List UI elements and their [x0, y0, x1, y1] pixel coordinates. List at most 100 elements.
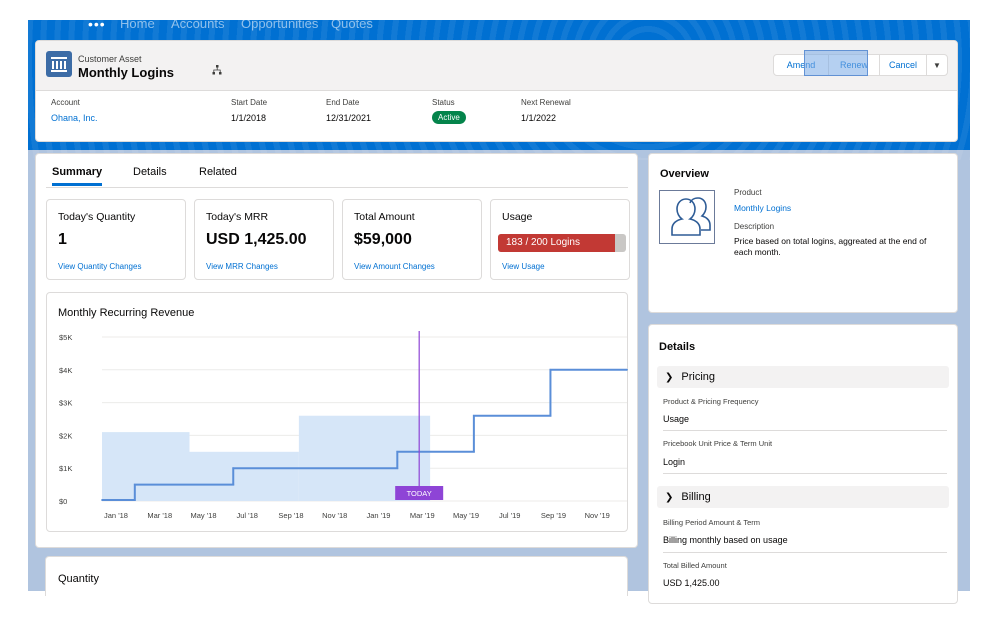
- billing-section-toggle[interactable]: ❯ Billing: [657, 486, 949, 508]
- x-tick-label: Jan '18: [104, 511, 128, 520]
- data-point: [232, 483, 235, 486]
- stat-label: Usage: [502, 211, 533, 223]
- record-header: Customer Asset Monthly Logins Amend Rene…: [35, 40, 958, 142]
- usage-value: 183 / 200 Logins: [506, 237, 580, 248]
- overview-title: Overview: [660, 168, 709, 180]
- nav-tab-opportunities[interactable]: Opportunities: [241, 16, 319, 31]
- usage-progress-bar: 183 / 200 Logins: [498, 234, 626, 252]
- next-renewal-value: 1/1/2022: [521, 113, 557, 123]
- account-label: Account: [51, 98, 80, 107]
- y-tick-label: $0: [59, 497, 67, 506]
- next-renewal-field: Next Renewal 1/1/2022: [521, 98, 571, 123]
- hierarchy-icon[interactable]: [212, 65, 222, 78]
- view-usage-link[interactable]: View Usage: [502, 262, 545, 271]
- more-actions-button[interactable]: ▼: [926, 54, 948, 76]
- billing-period-label: Billing Period Amount & Term: [663, 518, 760, 527]
- x-tick-label: Mar '19: [410, 511, 435, 520]
- stat-label: Today's MRR: [206, 211, 269, 223]
- quantity-card: Quantity: [45, 556, 628, 596]
- mrr-chart: $0 $1K $2K $3K $4K $5K Jan '18 Mar '18 May '18 Ju…: [59, 331, 628, 520]
- overview-card: Overview Product Monthly Logins Descript…: [648, 153, 958, 313]
- status-label: Status: [432, 98, 455, 107]
- view-quantity-changes-link[interactable]: View Quantity Changes: [58, 262, 142, 271]
- data-point: [549, 414, 552, 417]
- x-tick-label: Sep '18: [278, 511, 303, 520]
- shaded-band: [102, 432, 190, 501]
- unit-price-label: Pricebook Unit Price & Term Unit: [663, 439, 773, 448]
- today-badge: [395, 486, 444, 500]
- x-tick-label: Jul '18: [237, 511, 258, 520]
- tab-details[interactable]: Details: [133, 166, 167, 178]
- stat-card-quantity: Today's Quantity 1 View Quantity Changes: [46, 199, 186, 280]
- mrr-chart-card: Monthly Recurring Revenue $0 $1K $2K $3K $4K…: [46, 292, 628, 532]
- view-amount-changes-link[interactable]: View Amount Changes: [354, 262, 435, 271]
- data-point: [626, 368, 628, 371]
- y-tick-label: $4K: [59, 366, 72, 375]
- description-value: Price based on total logins, aggreated a…: [734, 236, 927, 257]
- object-type-label: Customer Asset: [78, 54, 142, 64]
- data-point: [549, 368, 552, 371]
- stat-card-mrr: Today's MRR USD 1,425.00 View MRR Change…: [194, 199, 334, 280]
- tab-related[interactable]: Related: [199, 166, 237, 178]
- chevron-right-icon: ❯: [665, 491, 674, 503]
- app-launcher-icon[interactable]: •••: [88, 16, 106, 32]
- description-label: Description: [734, 222, 775, 231]
- view-mrr-changes-link[interactable]: View MRR Changes: [206, 262, 278, 271]
- billing-period-value: Billing monthly based on usage: [663, 535, 788, 545]
- end-date-value: 12/31/2021: [326, 113, 372, 123]
- divider: [663, 552, 947, 553]
- total-billed-value: USD 1,425.00: [663, 578, 720, 588]
- end-date-field: End Date 12/31/2021: [326, 98, 371, 123]
- x-tick-label: Mar '18: [147, 511, 172, 520]
- data-point: [133, 483, 136, 486]
- usage-progress-fill: [498, 234, 616, 252]
- nav-tab-quotes[interactable]: Quotes: [331, 16, 373, 31]
- stat-label: Total Amount: [354, 211, 415, 223]
- pricing-section-toggle[interactable]: ❯ Pricing: [657, 366, 949, 388]
- chart-title: Monthly Recurring Revenue: [58, 307, 195, 319]
- product-link[interactable]: Monthly Logins: [734, 203, 792, 213]
- status-field: Status Active: [432, 98, 466, 124]
- cancel-button[interactable]: Cancel: [879, 54, 927, 76]
- nav-tab-accounts[interactable]: Accounts: [171, 16, 225, 31]
- nav-tab-home[interactable]: Home: [120, 16, 155, 31]
- click-highlight: [804, 50, 868, 76]
- record-title: Monthly Logins: [78, 65, 175, 80]
- today-label: TODAY: [407, 489, 432, 498]
- y-tick-label: $5K: [59, 333, 72, 342]
- tab-summary[interactable]: Summary: [52, 166, 103, 186]
- customer-asset-icon: [46, 51, 72, 77]
- total-billed-label: Total Billed Amount: [663, 561, 727, 570]
- shaded-band: [189, 451, 299, 501]
- start-date-field: Start Date 1/1/2018: [231, 98, 267, 123]
- data-point: [133, 499, 136, 501]
- mrr-line: [102, 368, 627, 502]
- account-field: Account Ohana, Inc.: [51, 98, 98, 123]
- data-point: [232, 467, 235, 470]
- stat-value: $59,000: [354, 231, 412, 248]
- main-panel: Summary Details Related Today's Quantity…: [35, 153, 638, 548]
- stat-card-amount: Total Amount $59,000 View Amount Changes: [342, 199, 482, 280]
- y-tick-label: $2K: [59, 431, 72, 440]
- product-users-icon: [659, 190, 715, 244]
- stat-value: USD 1,425.00: [206, 231, 307, 248]
- account-link[interactable]: Ohana, Inc.: [51, 113, 98, 123]
- status-badge: Active: [432, 111, 466, 124]
- data-point: [472, 414, 475, 417]
- divider: [663, 473, 947, 474]
- x-tick-label: Sep '19: [541, 511, 566, 520]
- header-bar: Customer Asset Monthly Logins Amend Rene…: [36, 41, 957, 91]
- divider: [663, 430, 947, 431]
- x-tick-label: Jan '19: [367, 511, 391, 520]
- x-tick-label: Jul '19: [499, 511, 520, 520]
- pricing-frequency-value: Usage: [663, 414, 690, 424]
- global-nav: ••• Home Accounts Opportunities Quotes: [28, 16, 970, 38]
- pricing-heading: Pricing: [681, 371, 716, 383]
- details-title: Details: [659, 341, 696, 353]
- product-label: Product: [734, 188, 762, 197]
- stat-value: 1: [58, 231, 67, 248]
- x-tick-label: May '19: [453, 511, 479, 520]
- data-point: [396, 467, 399, 470]
- data-point: [472, 450, 475, 453]
- y-tick-label: $3K: [59, 399, 72, 408]
